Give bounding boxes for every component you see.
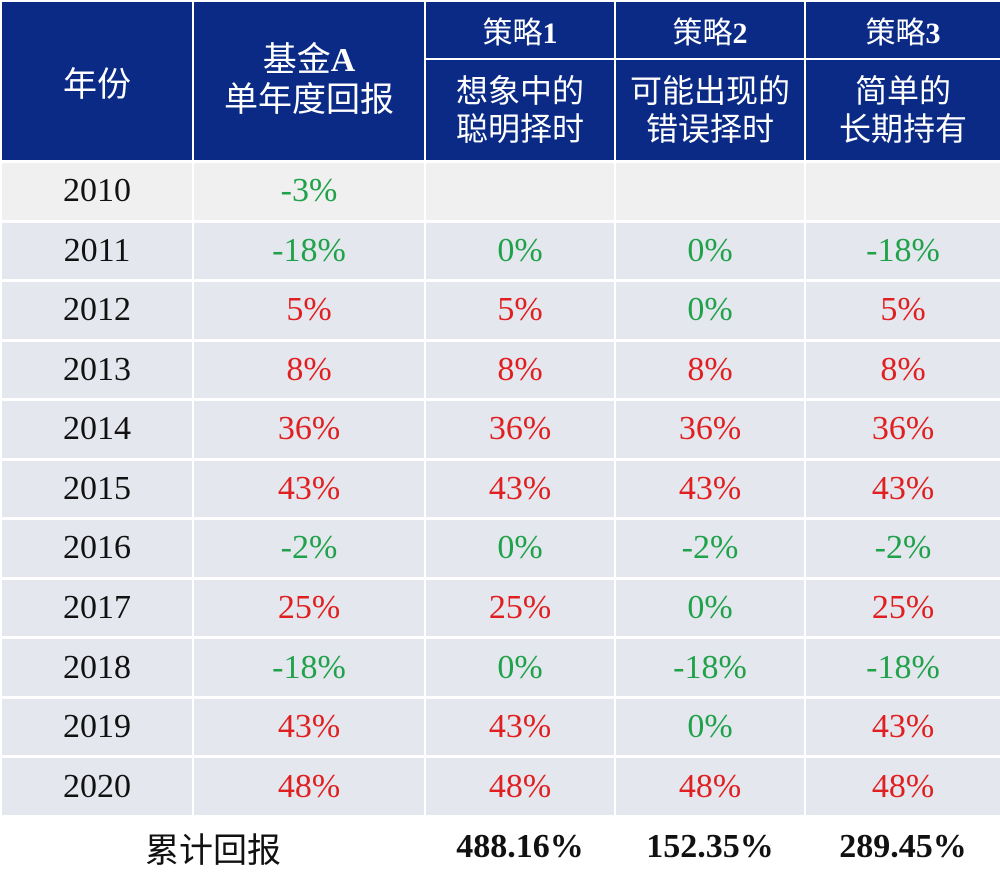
strategy-3-return-cell (804, 160, 1000, 222)
strategy-2-desc: 可能出现的 错误择时 (614, 58, 806, 163)
fund-a-return-cell: 36% (192, 398, 426, 460)
strategy-1-return-cell: 8% (424, 338, 616, 400)
strategy-2-return-cell (614, 160, 806, 222)
strategy-2-num: 2 (732, 17, 748, 50)
strategy-3-desc-line2: 长期持有 (838, 111, 967, 147)
strategy-1-return-cell: 43% (424, 695, 616, 757)
strategy-2-return-cell: -18% (614, 636, 806, 698)
strategy-1-return-cell (424, 160, 616, 222)
strategy-3-return-cell: 5% (804, 279, 1000, 341)
strategy-3-num: 3 (925, 17, 941, 50)
strategy-3-return-cell: 25% (804, 576, 1000, 638)
year-cell: 2011 (0, 219, 194, 281)
strategy-3-desc: 简单的 长期持有 (804, 58, 1000, 163)
fund-a-return-cell: 8% (192, 338, 426, 400)
strategy-2-return-cell: 0% (614, 279, 806, 341)
table-header: 年份 基金A 单年度回报 策略1 策略2 策略3 想象中的 聪明择时 可能出现的错… (0, 0, 1000, 163)
fund-a-return-cell: 43% (192, 695, 426, 757)
fund-a-return-cell: -18% (192, 219, 426, 281)
fund-a-return-cell: -18% (192, 636, 426, 698)
strategy-3-return-cell: 48% (804, 755, 1000, 817)
col-header-strategy-3: 策略3 (804, 0, 1000, 60)
fund-a-return-cell: -2% (192, 517, 426, 579)
table-row: 2015 43% 43% 43% 43% (0, 457, 1000, 519)
strategy-3-return-cell: 43% (804, 695, 1000, 757)
strategy-2-desc-line2: 错误择时 (645, 111, 774, 147)
header-row-desc: 想象中的 聪明择时 可能出现的 错误择时 简单的 长期持有 (1, 58, 1000, 163)
table-row: 2018 -18% 0% -18% -18% (0, 636, 1000, 698)
table-body: 2010 -3% 2011 -18% 0% 0% -18% 2012 5% 5% 0% 5% 2013 8… (0, 160, 1000, 817)
table-row: 2019 43% 43% 0% 43% (0, 695, 1000, 757)
strategy-1-return-cell: 43% (424, 457, 616, 519)
year-cell: 2010 (0, 160, 194, 222)
col-header-strategy-1: 策略1 (424, 0, 616, 60)
year-cell: 2020 (0, 755, 194, 817)
strategy-3-return-cell: -18% (804, 636, 1000, 698)
strategy-2-desc-line1: 可能出现的 (629, 73, 790, 109)
strategy-3-desc-line1: 简单的 (854, 73, 951, 109)
strategy-2-return-cell: 43% (614, 457, 806, 519)
strategy-1-return-cell: 0% (424, 517, 616, 579)
table-row: 2017 25% 25% 0% 25% (0, 576, 1000, 638)
table-row: 2011 -18% 0% 0% -18% (0, 219, 1000, 281)
strategy-2-return-cell: 48% (614, 755, 806, 817)
strategy-2-return-cell: 0% (614, 219, 806, 281)
strategy-1-name: 策略 (482, 17, 543, 50)
year-cell: 2012 (0, 279, 194, 341)
strategy-1-desc: 想象中的 聪明择时 (424, 58, 616, 163)
strategy-1-return-cell: 48% (424, 755, 616, 817)
strategy-2-return-cell: 8% (614, 338, 806, 400)
strategy-1-return-cell: 36% (424, 398, 616, 460)
fund-header-letter: A (330, 42, 356, 79)
col-header-year: 年份 (0, 0, 194, 163)
table-row: 2014 36% 36% 36% 36% (0, 398, 1000, 460)
table-row: 2012 5% 5% 0% 5% (0, 279, 1000, 341)
year-cell: 2019 (0, 695, 194, 757)
year-cell: 2013 (0, 338, 194, 400)
year-cell: 2018 (0, 636, 194, 698)
total-row: 累计回报 488.16% 152.35% 289.45% (1, 815, 1000, 876)
total-label: 累计回报 (1, 815, 425, 876)
strategy-1-desc-line1: 想象中的 (455, 73, 584, 109)
strategy-3-return-cell: -18% (804, 219, 1000, 281)
strategy-2-return-cell: 0% (614, 695, 806, 757)
table-row: 2020 48% 48% 48% 48% (0, 755, 1000, 817)
strategy-2-return-cell: 0% (614, 576, 806, 638)
fund-a-return-cell: 48% (192, 755, 426, 817)
strategy-2-return-cell: -2% (614, 517, 806, 579)
strategy-1-return-cell: 0% (424, 219, 616, 281)
strategy-1-return-cell: 5% (424, 279, 616, 341)
fund-a-return-cell: 5% (192, 279, 426, 341)
strategy-2-name: 策略 (672, 17, 733, 50)
header-row-top: 年份 基金A 单年度回报 策略1 策略2 策略3 (0, 0, 1000, 163)
fund-a-return-cell: -3% (192, 160, 426, 222)
total-strategy-1: 488.16% (425, 815, 615, 876)
col-header-fund-a: 基金A 单年度回报 (192, 0, 426, 163)
fund-a-return-cell: 43% (192, 457, 426, 519)
strategy-3-return-cell: 43% (804, 457, 1000, 519)
year-cell: 2016 (0, 517, 194, 579)
strategy-2-return-cell: 36% (614, 398, 806, 460)
strategy-3-return-cell: 8% (804, 338, 1000, 400)
col-header-strategy-2: 策略2 (614, 0, 806, 60)
fund-header-line1: 基金 (262, 42, 331, 79)
year-cell: 2017 (0, 576, 194, 638)
strategy-1-desc-line2: 聪明择时 (455, 111, 584, 147)
strategy-3-return-cell: 36% (804, 398, 1000, 460)
strategy-1-num: 1 (542, 17, 558, 50)
strategy-1-return-cell: 0% (424, 636, 616, 698)
table-row: 2016 -2% 0% -2% -2% (0, 517, 1000, 579)
strategy-3-name: 策略 (865, 17, 926, 50)
table-row: 2013 8% 8% 8% 8% (0, 338, 1000, 400)
year-cell: 2014 (0, 398, 194, 460)
fund-header-line2: 单年度回报 (224, 82, 394, 119)
year-cell: 2015 (0, 457, 194, 519)
strategy-3-return-cell: -2% (804, 517, 1000, 579)
total-strategy-2: 152.35% (615, 815, 805, 876)
strategy-1-return-cell: 25% (424, 576, 616, 638)
fund-a-return-cell: 25% (192, 576, 426, 638)
total-strategy-3: 289.45% (805, 815, 1000, 876)
table-row: 2010 -3% (0, 160, 1000, 222)
